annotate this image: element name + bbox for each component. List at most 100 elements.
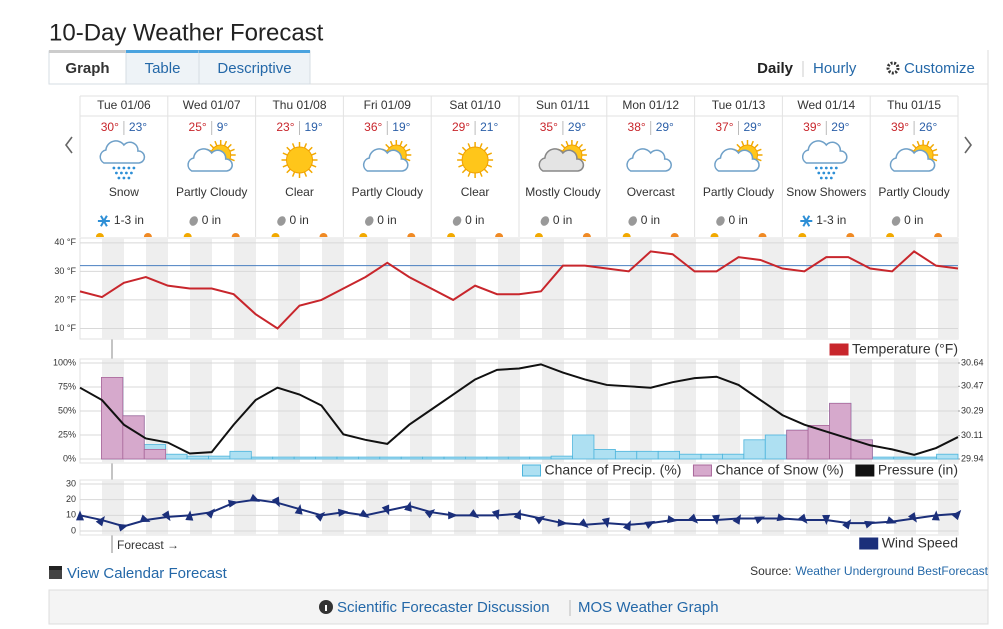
night-band (894, 238, 916, 339)
day-date: Tue 01/13 (712, 98, 766, 112)
bar (336, 456, 359, 460)
night-band (586, 480, 608, 535)
y2-tick-label: 30.29 (961, 405, 984, 415)
source-link[interactable]: Weather Underground BestForecast (795, 564, 988, 578)
view-link[interactable]: Daily (757, 60, 794, 77)
y-tick-label: 20 °F (54, 294, 76, 304)
sun-ray (405, 148, 411, 152)
tab[interactable]: Descriptive (217, 60, 291, 77)
day-precip: 1-3 in (114, 213, 144, 227)
footer-bar (48, 589, 989, 625)
day-date: Mon 01/12 (622, 98, 679, 112)
sun-ray (291, 171, 296, 177)
day-date: Sun 01/11 (536, 98, 590, 112)
y2-tick-label: 30.47 (961, 381, 984, 391)
night-band (234, 480, 256, 535)
sun-ray (291, 143, 296, 149)
sun-set (407, 233, 416, 237)
calendar-icon-top (49, 566, 62, 570)
day-low: 9° (217, 120, 229, 134)
sun-rise (359, 233, 368, 237)
sun-ray (932, 158, 938, 162)
bar (250, 456, 274, 460)
snow-flake (824, 176, 828, 180)
weather-icon (714, 140, 763, 172)
precip-snowflake (802, 215, 811, 227)
sun-ray (461, 146, 467, 152)
day-high: 38° (628, 120, 646, 134)
bar (122, 415, 145, 460)
wind-marker (623, 520, 631, 531)
snow-flake (829, 166, 833, 170)
sun-ray (756, 158, 762, 162)
day-low: 29° (656, 120, 674, 134)
tab[interactable]: Graph (65, 60, 109, 77)
cloud (802, 140, 848, 164)
precip-drop (452, 216, 462, 226)
day-precip: 0 in (904, 213, 923, 227)
prev-arrow[interactable] (65, 136, 73, 154)
day-high: 37° (715, 120, 733, 134)
snow-flake (832, 171, 836, 175)
bar (893, 456, 916, 460)
bar (208, 455, 231, 460)
weather-icon (457, 142, 494, 178)
gear-icon (886, 61, 900, 75)
sun-set (495, 233, 504, 237)
snow-flake (122, 166, 126, 170)
night-band (762, 238, 784, 339)
night-band (234, 238, 256, 339)
y-tick-label: 10 (66, 510, 76, 520)
view-link[interactable]: Customize (904, 60, 975, 77)
calendar-link[interactable]: View Calendar Forecast (67, 565, 228, 582)
sun-ray (483, 146, 489, 152)
sun-rise (271, 233, 280, 237)
view-link[interactable]: Hourly (813, 60, 857, 77)
legend-label: Temperature (°F) (852, 341, 958, 357)
day-precip: 0 in (465, 213, 484, 227)
weather-icon (538, 140, 587, 172)
discussion-link[interactable]: Scientific Forecaster Discussion (337, 599, 550, 616)
sun-ray (756, 148, 762, 152)
sun-ray (929, 143, 935, 149)
y-tick-label: 10 °F (54, 323, 76, 333)
sun-ray (911, 143, 917, 149)
sun-ray (405, 158, 411, 162)
bar (636, 450, 659, 460)
wind-marker (732, 514, 742, 525)
night-band (542, 238, 564, 339)
tab[interactable]: Table (145, 60, 181, 77)
sun-rise (798, 233, 807, 237)
bar (315, 456, 338, 460)
bar (101, 376, 124, 460)
precip-drop (189, 216, 198, 226)
wind-marker (491, 509, 500, 521)
wind-marker (864, 520, 875, 529)
wind-marker (249, 493, 261, 502)
snow-flake (130, 171, 133, 175)
day-precip: 0 in (202, 213, 221, 227)
bar (786, 429, 809, 460)
mos-link[interactable]: MOS Weather Graph (578, 599, 719, 616)
day-precip: 0 in (553, 213, 572, 227)
wind-marker (822, 514, 831, 526)
wind-marker (688, 513, 699, 524)
sun-ray (311, 164, 317, 168)
cloud (714, 148, 760, 172)
info-icon-glyph (325, 605, 327, 611)
bar (871, 456, 895, 460)
sun-ray (565, 140, 569, 147)
sun-ray (303, 171, 308, 177)
sun-ray (750, 140, 754, 147)
next-arrow[interactable] (964, 136, 972, 154)
bar (743, 439, 766, 460)
snow-flake (819, 176, 823, 180)
night-band (498, 480, 520, 535)
night-band (938, 238, 958, 339)
bar (914, 456, 937, 460)
bar (143, 448, 167, 460)
snow-flake (115, 171, 118, 175)
snow-flake (125, 171, 128, 175)
day-date: Tue 01/06 (97, 98, 151, 112)
